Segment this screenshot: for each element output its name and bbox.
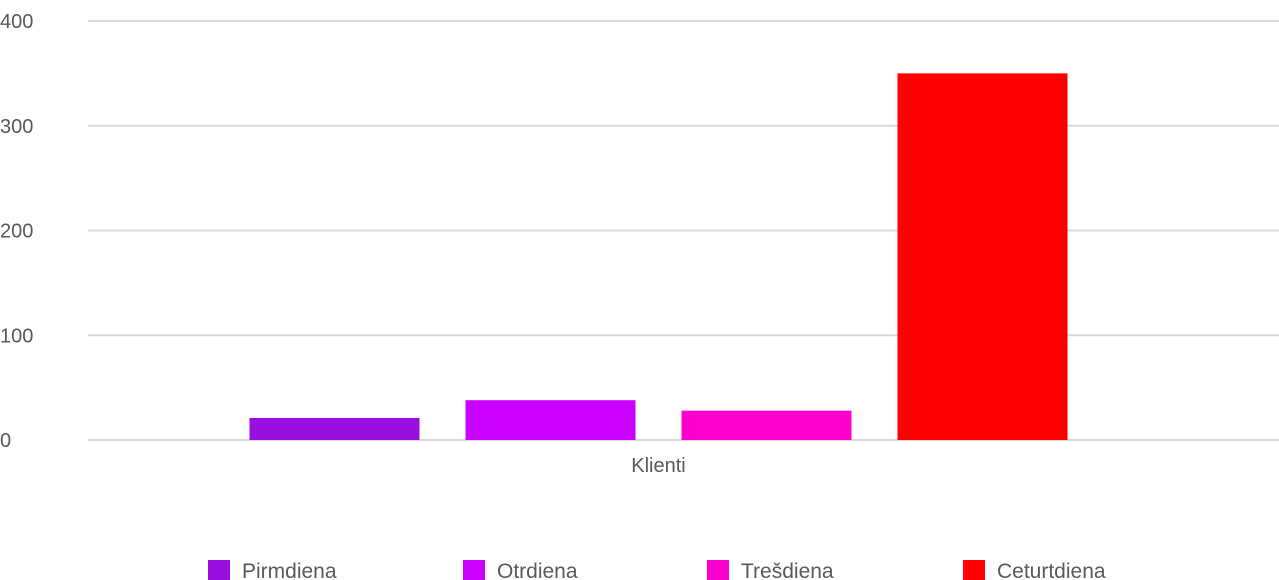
bar-trešdiena [681, 410, 852, 440]
legend-label-pirmdiena: Pirmdiena [242, 560, 337, 580]
y-tick-label-3: 300 [0, 116, 33, 138]
y-axis-tick-labels: 0 100 200 300 400 [0, 11, 33, 452]
y-tick-label-4: 400 [0, 11, 33, 33]
y-tick-label-1: 100 [0, 325, 33, 347]
legend-label-ceturtdiena: Ceturtdiena [997, 560, 1106, 580]
grid-lines [88, 20, 1279, 441]
legend-swatch-otrdiena [463, 560, 485, 580]
legend-swatch-trešdiena [707, 560, 729, 580]
legend-label-trešdiena: Trešdiena [741, 560, 834, 580]
x-category-label-0: Klienti [631, 455, 685, 477]
bar-pirmdiena [249, 418, 420, 440]
bars [249, 73, 1068, 440]
y-tick-label-0: 0 [0, 430, 11, 452]
legend: Pirmdiena Otrdiena Trešdiena Ceturtdiena [208, 560, 1106, 580]
legend-swatch-ceturtdiena [963, 560, 985, 580]
y-tick-label-2: 200 [0, 221, 33, 243]
bar-otrdiena [465, 400, 636, 440]
bar-ceturtdiena [897, 73, 1068, 440]
legend-swatch-pirmdiena [208, 560, 230, 580]
x-axis-category-labels: Klienti [631, 455, 685, 477]
legend-label-otrdiena: Otrdiena [497, 560, 578, 580]
